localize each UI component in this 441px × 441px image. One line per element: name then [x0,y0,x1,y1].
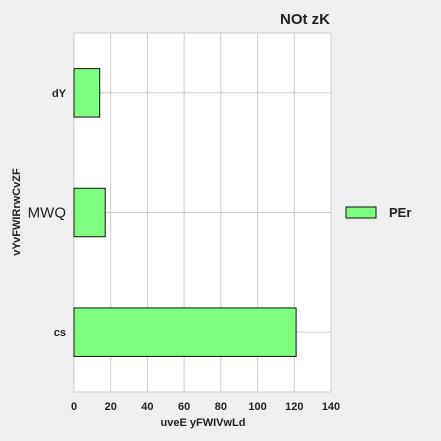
x-tick-label: 100 [248,401,266,413]
bars [73,68,297,357]
x-tick-label: 120 [285,401,303,413]
y-axis-ticks: cs MWQ dY [28,88,67,339]
chart-title: NOt zK [280,11,330,28]
legend-label: PEr [389,205,411,220]
x-tick-label: 20 [105,401,117,413]
x-tick-label: 60 [178,401,190,413]
x-tick-label: 40 [141,401,153,413]
y-tick-label: MWQ [28,205,66,222]
legend-swatch [345,206,377,219]
y-tick-label: cs [54,327,66,339]
bar-dY [73,68,101,118]
x-tick-label: 0 [71,401,77,413]
x-tick-label: 80 [215,401,227,413]
y-axis-label: vYvFWIRrwCvZF [11,168,23,256]
x-tick-label: 140 [322,401,340,413]
y-tick-label: dY [52,88,67,100]
bar-MWQ [73,187,106,238]
legend: PEr [345,205,411,220]
x-axis-ticks: 0 20 40 60 80 100 120 140 [71,401,340,413]
bar-cs [73,307,297,357]
x-axis-label: uveE yFWIVwLd [161,417,246,429]
